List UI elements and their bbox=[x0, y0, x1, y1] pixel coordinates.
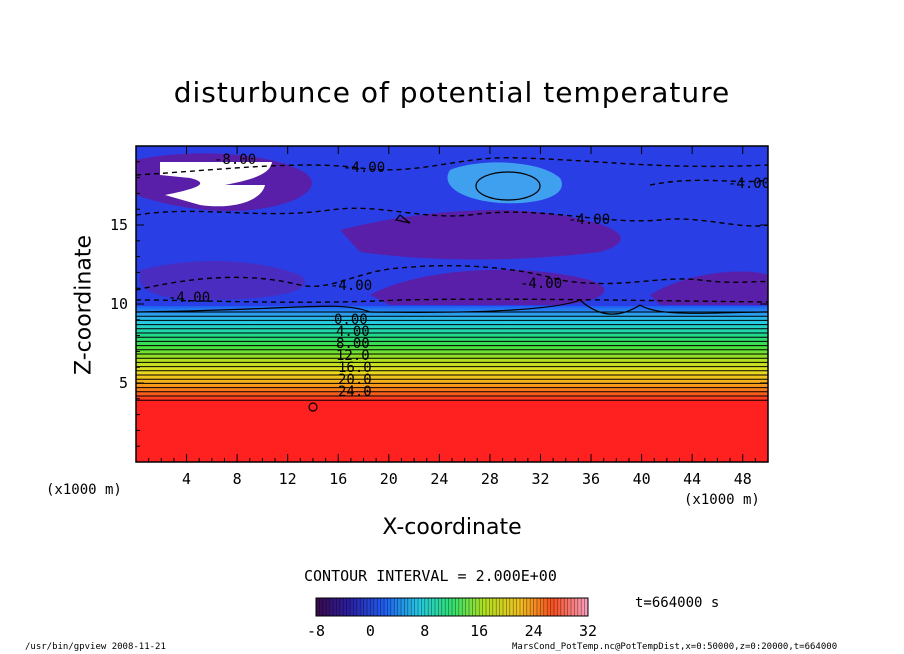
contour-label: -4.00 bbox=[568, 212, 610, 228]
heatmap-field: -8.00 -4.00 -4.00 -4.00 -4.00 -4.00 -4.0… bbox=[136, 146, 770, 462]
contour-label: -4.00 bbox=[728, 176, 770, 192]
x-tick-label: 8 bbox=[232, 470, 242, 488]
light-blue-blob bbox=[447, 162, 562, 204]
footer-source: MarsCond_PotTemp.nc@PotTempDist,x=0:5000… bbox=[512, 642, 838, 652]
purple-patch-low bbox=[370, 269, 605, 305]
x-unit-label-right: (x1000 m) bbox=[684, 492, 760, 508]
colorbar-tick-label: 16 bbox=[470, 622, 489, 640]
y-tick-label: 5 bbox=[118, 374, 128, 392]
x-tick-label: 20 bbox=[379, 470, 398, 488]
contour-label: 0.00 bbox=[334, 312, 368, 328]
x-tick-label: 48 bbox=[733, 470, 752, 488]
purple-patch-west bbox=[140, 260, 306, 300]
contour-label: 8.00 bbox=[336, 336, 370, 352]
x-tick-label: 4 bbox=[182, 470, 192, 488]
purple-patch-mid bbox=[340, 210, 621, 260]
x-tick-marks bbox=[148, 146, 756, 462]
time-label: t=664000 s bbox=[635, 595, 720, 611]
contour-labels: -8.00 -4.00 -4.00 -4.00 -4.00 -4.00 -4.0… bbox=[168, 152, 770, 400]
contour-label: -4.00 bbox=[330, 278, 372, 294]
y-tick-label: 10 bbox=[109, 295, 128, 313]
contour-label: 4.00 bbox=[336, 324, 370, 340]
x-axis-label: X-coordinate bbox=[382, 515, 522, 540]
band-contours bbox=[136, 311, 768, 401]
chart-title: disturbunce of potential temperature bbox=[173, 76, 731, 109]
field-lower-red bbox=[136, 400, 768, 462]
contour-label: -8.00 bbox=[214, 152, 256, 168]
x-tick-label: 40 bbox=[632, 470, 651, 488]
colorbar-divisions bbox=[319, 598, 585, 616]
contour-label: -4.00 bbox=[168, 290, 210, 306]
x-tick-label: 28 bbox=[480, 470, 499, 488]
x-tick-label: 32 bbox=[531, 470, 550, 488]
x-tick-label: 12 bbox=[278, 470, 297, 488]
contour-label: 16.0 bbox=[338, 360, 372, 376]
x-tick-label: 36 bbox=[582, 470, 601, 488]
contour-label: 24.0 bbox=[338, 384, 372, 400]
colorbar-tick-label: 8 bbox=[420, 622, 430, 640]
x-tick-label: 44 bbox=[683, 470, 702, 488]
y-axis-label: Z-coordinate bbox=[71, 235, 97, 375]
x-tick-label: 24 bbox=[430, 470, 449, 488]
contour-label: -4.00 bbox=[343, 160, 385, 176]
colorbar-tick-label: 24 bbox=[524, 622, 543, 640]
purple-patch-east bbox=[650, 271, 768, 305]
x-tick-label: 16 bbox=[329, 470, 348, 488]
contour-label: 20.0 bbox=[338, 372, 372, 388]
contour-interval-text: CONTOUR INTERVAL = 2.000E+00 bbox=[304, 567, 557, 585]
y-tick-marks bbox=[136, 161, 768, 447]
contour-label: 12.0 bbox=[336, 348, 370, 364]
contour-label: -4.00 bbox=[520, 276, 562, 292]
colorbar-tick-label: -8 bbox=[306, 622, 326, 640]
dashed-contours bbox=[136, 157, 768, 303]
y-tick-label: 15 bbox=[109, 216, 128, 234]
colorbar-tick-label: 0 bbox=[365, 622, 375, 640]
footer-command: /usr/bin/gpview 2008-11-21 bbox=[25, 642, 166, 652]
solid-contours bbox=[136, 171, 768, 412]
white-patch bbox=[160, 162, 272, 207]
x-unit-label-left: (x1000 m) bbox=[46, 482, 122, 498]
colorbar-tick-label: 32 bbox=[578, 622, 598, 640]
